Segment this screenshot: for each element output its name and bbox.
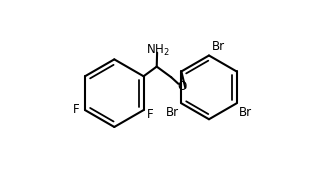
Text: F: F xyxy=(72,103,79,116)
Text: Br: Br xyxy=(239,106,253,119)
Text: O: O xyxy=(177,80,186,93)
Text: F: F xyxy=(147,108,154,121)
Text: NH$_2$: NH$_2$ xyxy=(146,43,169,58)
Text: Br: Br xyxy=(212,40,225,53)
Text: Br: Br xyxy=(166,106,179,119)
